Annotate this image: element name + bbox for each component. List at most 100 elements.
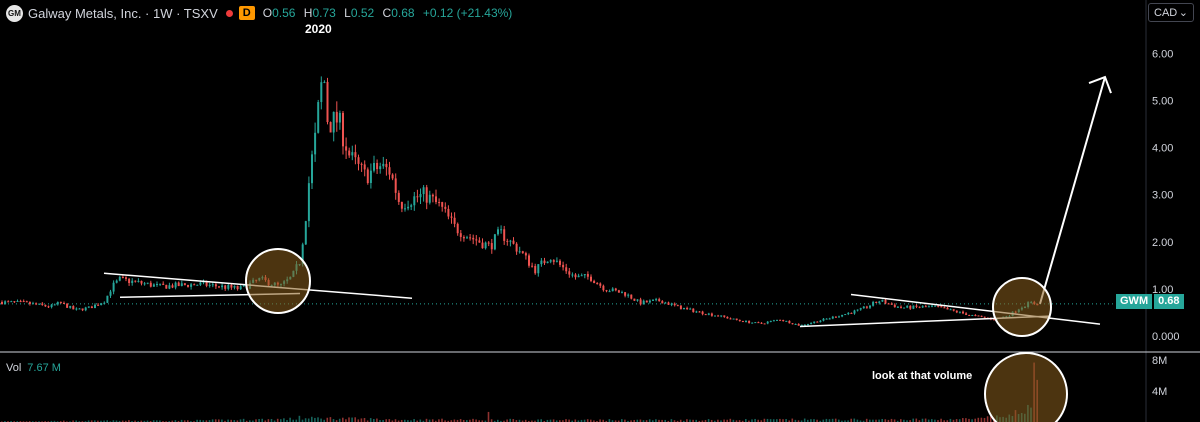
candle-body-25	[78, 308, 81, 310]
volume-bar-239	[741, 420, 744, 422]
candle-body-33	[103, 302, 106, 304]
candle-313	[971, 314, 974, 317]
volume-bar-83	[258, 419, 260, 422]
candle-body-164	[509, 240, 512, 242]
volume-bar-186	[577, 420, 580, 422]
candle-235	[729, 317, 732, 320]
volume-bar-68	[211, 419, 214, 422]
candle-body-127	[394, 178, 397, 193]
candle-body-187	[580, 275, 583, 277]
candle-196	[608, 289, 611, 293]
volume-bar-75	[233, 420, 236, 422]
candle-283	[878, 300, 881, 305]
candle-270	[838, 315, 840, 318]
candle-body-236	[732, 318, 735, 320]
currency-selector[interactable]: CAD ⌄	[1148, 3, 1194, 22]
volume-bar-40	[125, 420, 127, 422]
candle-215	[667, 301, 670, 305]
candle-body-250	[776, 319, 778, 321]
candle-284	[881, 299, 884, 302]
candle-body-267	[828, 318, 831, 320]
candle-body-199	[617, 290, 620, 293]
candle-body-20	[63, 303, 65, 305]
volume-bar-203	[630, 420, 632, 422]
volume-bar-170	[528, 420, 530, 422]
volume-bar-73	[227, 419, 229, 422]
symbol-title[interactable]: Galway Metals, Inc. · 1W · TSXV	[28, 5, 218, 21]
candle-209	[648, 299, 651, 304]
candle-286	[887, 302, 890, 305]
candle-48	[149, 280, 152, 288]
candle-body-223	[692, 308, 695, 313]
candle-body-253	[785, 320, 788, 322]
volume-bar-269	[834, 418, 837, 422]
candle-269	[834, 316, 837, 318]
volume-bar-142	[441, 418, 443, 422]
candle-body-159	[493, 234, 496, 250]
candle-body-146	[453, 217, 456, 224]
candle-body-310	[962, 311, 964, 314]
candle-body-103	[320, 82, 323, 103]
candle-49	[152, 283, 155, 287]
candle-body-179	[555, 260, 558, 262]
volume-bar-274	[850, 418, 852, 422]
candle-229	[710, 312, 713, 317]
candle-body-119	[369, 170, 372, 184]
candle-body-148	[459, 233, 462, 237]
candle-276	[856, 309, 859, 312]
candle-body-208	[645, 300, 648, 303]
volume-bar-70	[218, 419, 220, 422]
candle-body-186	[577, 275, 580, 278]
candle-body-255	[791, 323, 794, 325]
volume-bar-112	[348, 417, 350, 422]
volume-bar-304	[943, 420, 945, 422]
candle-241	[748, 320, 751, 324]
volume-bar-197	[611, 420, 614, 422]
candle-body-170	[528, 255, 530, 266]
volume-bar-227	[704, 419, 707, 422]
candle-146	[453, 212, 456, 228]
candle-295	[915, 304, 918, 309]
candle-body-188	[583, 274, 586, 276]
volume-bar-24	[75, 420, 77, 422]
candle-69	[214, 282, 217, 289]
ohlc-change: +0.12 (+21.43%)	[422, 6, 513, 20]
volume-bar-309	[958, 419, 961, 422]
candle-178	[552, 259, 555, 265]
candle-1	[4, 300, 7, 305]
candle-body-196	[608, 291, 611, 293]
candle-228	[707, 312, 710, 316]
volume-bar-261	[810, 419, 812, 422]
price-tag-symbol: GWM	[1116, 294, 1153, 309]
candle-body-240	[745, 320, 747, 322]
candle-body-301	[934, 305, 937, 307]
candle-0	[1, 300, 3, 305]
volume-bar-107	[332, 419, 335, 422]
candle-body-114	[354, 152, 357, 158]
volume-bar-126	[391, 420, 394, 422]
candle-297	[921, 305, 924, 308]
candle-body-205	[636, 299, 639, 301]
volume-bar-278	[862, 420, 865, 422]
candle-body-130	[404, 208, 406, 210]
candle-body-50	[156, 284, 158, 286]
volume-bar-273	[847, 420, 849, 422]
candle-body-304	[943, 307, 946, 309]
volume-bar-281	[872, 419, 874, 422]
volume-bar-140	[435, 420, 437, 422]
candle-32	[100, 302, 103, 306]
volume-bar-179	[555, 420, 558, 422]
volume-bar-93	[289, 417, 291, 422]
candle-body-133	[413, 196, 416, 206]
volume-bar-279	[865, 418, 868, 422]
volume-bar-291	[903, 419, 905, 422]
candle-body-59	[183, 283, 186, 285]
volume-bar-263	[816, 419, 818, 422]
delayed-badge[interactable]: D	[238, 6, 255, 20]
candle-206	[639, 297, 642, 306]
volume-bar-166	[515, 420, 518, 422]
candle-body-212	[658, 299, 661, 302]
volume-bar-280	[869, 419, 871, 422]
candle-262	[813, 321, 816, 324]
